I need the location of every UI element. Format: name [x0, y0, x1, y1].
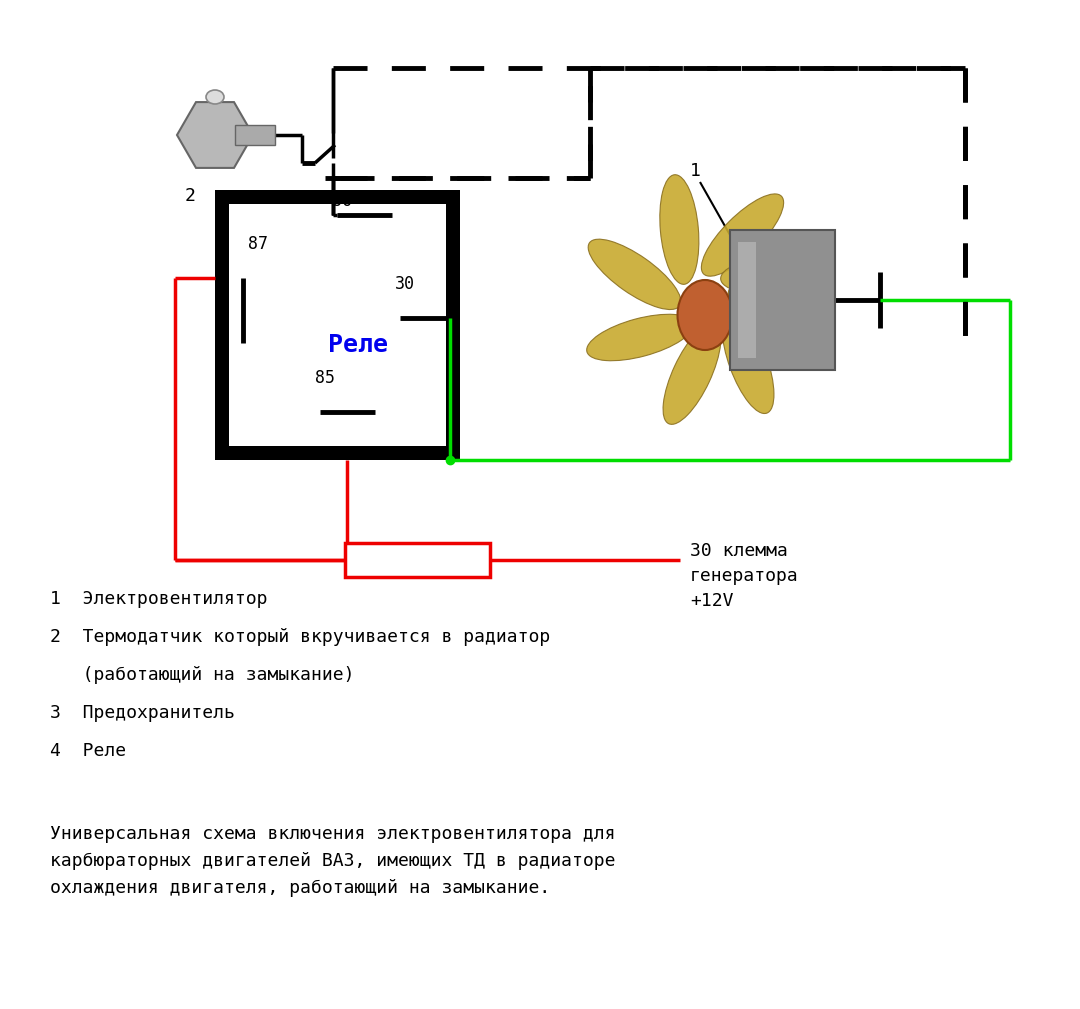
Ellipse shape: [589, 239, 680, 310]
Text: Реле: Реле: [327, 333, 388, 357]
Text: 85: 85: [315, 369, 335, 387]
Bar: [738, 242, 756, 358]
Text: 3  Предохранитель: 3 Предохранитель: [50, 704, 234, 722]
Text: (работающий на замыкание): (работающий на замыкание): [50, 666, 354, 684]
Ellipse shape: [720, 255, 831, 294]
Ellipse shape: [677, 281, 732, 350]
Text: 2  Термодатчик который вкручивается в радиатор: 2 Термодатчик который вкручивается в рад…: [50, 628, 550, 646]
Text: 87: 87: [248, 235, 268, 253]
Text: 1  Электровентилятор: 1 Электровентилятор: [50, 590, 268, 608]
Ellipse shape: [586, 314, 693, 361]
Ellipse shape: [701, 194, 784, 276]
Bar: [345, 543, 490, 577]
Text: 30: 30: [395, 275, 415, 293]
Ellipse shape: [663, 323, 721, 425]
Text: 4  Реле: 4 Реле: [50, 742, 126, 760]
Ellipse shape: [728, 285, 829, 342]
Bar: [215, 190, 460, 460]
Text: 30 клемма
генератора
+12V: 30 клемма генератора +12V: [690, 542, 799, 610]
Bar: [229, 204, 446, 446]
Text: 2: 2: [185, 187, 195, 205]
Text: 86: 86: [332, 192, 352, 210]
Text: Универсальная схема включения электровентилятора для
карбюраторных двигателей ВА: Универсальная схема включения электровен…: [50, 825, 616, 897]
Ellipse shape: [206, 90, 224, 104]
Bar: [235, 125, 275, 145]
Bar: [730, 230, 835, 370]
Text: 1: 1: [689, 162, 701, 180]
Ellipse shape: [723, 310, 774, 414]
Ellipse shape: [660, 175, 699, 285]
